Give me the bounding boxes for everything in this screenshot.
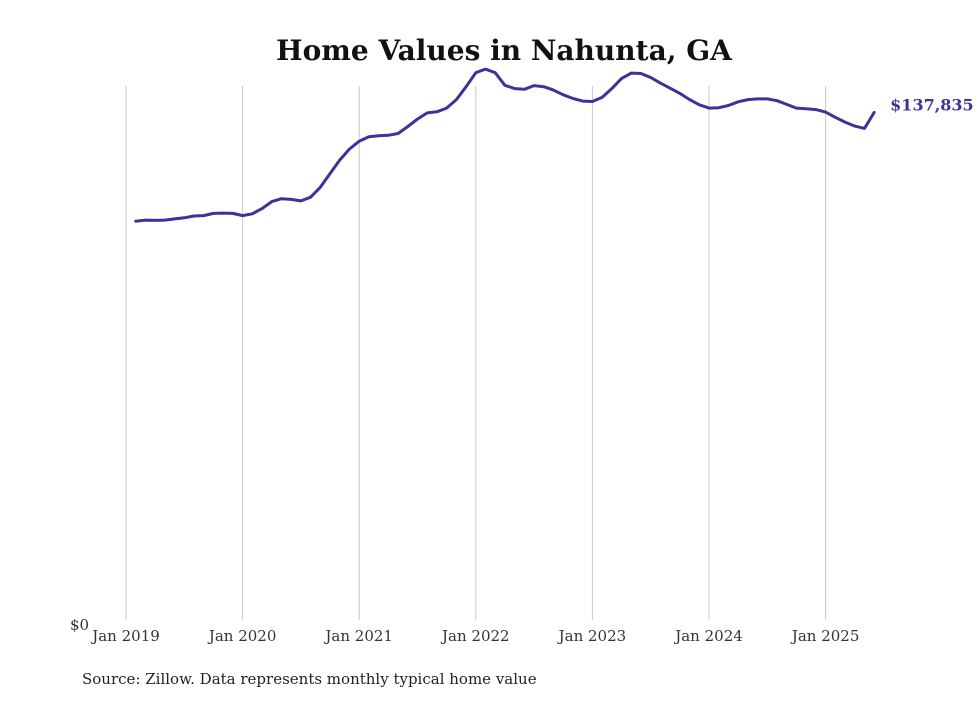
- source-note: Source: Zillow. Data represents monthly …: [82, 670, 537, 688]
- gridlines: [125, 86, 827, 620]
- x-tick-label: Jan 2020: [207, 627, 277, 645]
- x-tick-label: Jan 2022: [440, 627, 510, 645]
- chart-title: Home Values in Nahunta, GA: [276, 34, 733, 67]
- x-tick-label: Jan 2024: [673, 627, 743, 645]
- x-tick-label: Jan 2025: [790, 627, 860, 645]
- home-value-line: [134, 67, 876, 223]
- y-zero-label: $0: [70, 616, 89, 634]
- x-tick-label: Jan 2021: [323, 627, 393, 645]
- x-tick-label: Jan 2019: [90, 627, 160, 645]
- x-axis-ticks: Jan 2019 Jan 2020 Jan 2021 Jan 2022 Jan 2023…: [90, 627, 859, 645]
- latest-value-label: $137,835: [890, 95, 974, 114]
- x-tick-label: Jan 2023: [557, 627, 627, 645]
